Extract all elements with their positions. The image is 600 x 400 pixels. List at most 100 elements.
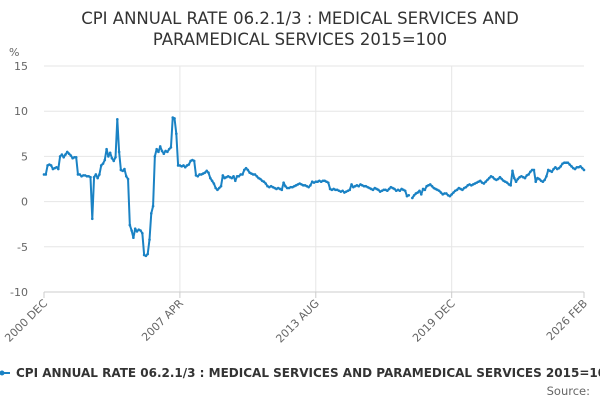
data-point — [110, 156, 114, 160]
data-point — [107, 155, 110, 158]
series-group — [42, 116, 586, 258]
data-point — [221, 174, 225, 177]
data-point — [350, 183, 353, 186]
data-point — [103, 158, 107, 162]
data-point — [579, 165, 582, 168]
data-point — [234, 179, 237, 183]
data-point — [67, 152, 71, 155]
data-point — [484, 180, 487, 184]
x-tick-label: 2026 FEB — [544, 297, 590, 343]
data-point — [182, 164, 185, 167]
data-point — [82, 174, 85, 177]
data-point — [348, 188, 352, 192]
chart-title-line-2: PARAMEDICAL SERVICES 2015=100 — [153, 30, 447, 49]
data-point — [232, 174, 235, 178]
x-tick-label: 2007 APR — [139, 297, 186, 344]
data-point — [92, 175, 96, 179]
data-point — [237, 174, 241, 178]
data-point — [386, 189, 389, 193]
y-tick-label: 5 — [21, 150, 28, 163]
x-tick-label: 2019 DEC — [410, 297, 458, 345]
data-point — [541, 180, 545, 184]
data-point — [505, 181, 509, 184]
data-point — [42, 173, 46, 176]
x-tick-label: 2000 DEC — [2, 297, 50, 345]
data-point — [246, 168, 250, 172]
data-point — [309, 184, 312, 187]
data-point — [121, 169, 124, 173]
y-tick-label: 10 — [14, 105, 28, 118]
data-point — [239, 173, 242, 176]
data-point — [108, 151, 112, 155]
data-point — [516, 177, 520, 181]
data-point — [566, 161, 570, 165]
data-point — [327, 181, 330, 184]
data-point — [217, 186, 221, 190]
data-point — [437, 189, 441, 193]
data-point — [205, 169, 209, 173]
data-point — [439, 191, 443, 194]
data-point — [123, 167, 126, 171]
data-point — [230, 176, 234, 180]
data-point — [407, 193, 411, 197]
data-point — [162, 152, 166, 155]
x-tick-label: 2013 AUG — [273, 297, 322, 346]
data-point — [575, 165, 579, 169]
data-point — [500, 177, 504, 181]
data-point — [362, 184, 366, 188]
data-point — [117, 150, 121, 154]
data-point — [455, 188, 459, 192]
data-point — [523, 176, 527, 180]
data-point — [334, 188, 337, 192]
data-point — [582, 168, 586, 172]
data-point — [398, 189, 402, 193]
data-point — [208, 176, 212, 180]
data-point — [175, 132, 178, 136]
data-point — [251, 173, 255, 176]
data-point — [341, 189, 344, 193]
data-point — [382, 188, 386, 192]
legend-label: CPI ANNUAL RATE 06.2.1/3 : MEDICAL SERVI… — [16, 366, 600, 380]
data-point — [545, 174, 548, 178]
data-point — [387, 187, 391, 191]
data-point — [443, 192, 446, 195]
data-point — [552, 167, 555, 171]
data-point — [512, 176, 516, 180]
data-point — [377, 188, 380, 192]
data-point — [478, 179, 482, 183]
data-point — [280, 188, 284, 192]
data-point — [149, 212, 153, 215]
data-point — [532, 168, 536, 172]
data-point — [496, 177, 500, 181]
data-point — [155, 147, 158, 151]
data-point — [124, 174, 128, 178]
data-point — [448, 194, 452, 198]
y-tick-label: 15 — [14, 60, 28, 73]
data-point — [58, 155, 62, 158]
data-point — [301, 184, 305, 187]
data-point — [85, 174, 89, 178]
data-point — [573, 167, 577, 171]
data-point — [282, 181, 285, 184]
data-point — [65, 150, 69, 154]
data-point — [498, 175, 502, 179]
data-point — [403, 189, 407, 193]
data-point — [196, 174, 200, 178]
data-point — [44, 173, 48, 176]
data-point — [183, 165, 187, 169]
data-point — [259, 177, 262, 181]
legend: CPI ANNUAL RATE 06.2.1/3 : MEDICAL SERVI… — [0, 366, 600, 380]
data-point — [139, 229, 142, 232]
data-point — [527, 173, 530, 176]
data-point — [99, 164, 103, 167]
data-point — [157, 150, 160, 154]
data-point — [543, 178, 546, 182]
x-axis-ticks: 2000 DEC 2007 APR 2013 AUG 2019 DEC 2026 FEB — [2, 292, 590, 345]
legend-symbol-marker — [0, 370, 5, 376]
y-tick-label: 0 — [21, 196, 28, 209]
data-point — [321, 179, 325, 183]
data-point — [262, 180, 266, 184]
data-point — [94, 173, 98, 176]
data-point — [450, 193, 453, 196]
